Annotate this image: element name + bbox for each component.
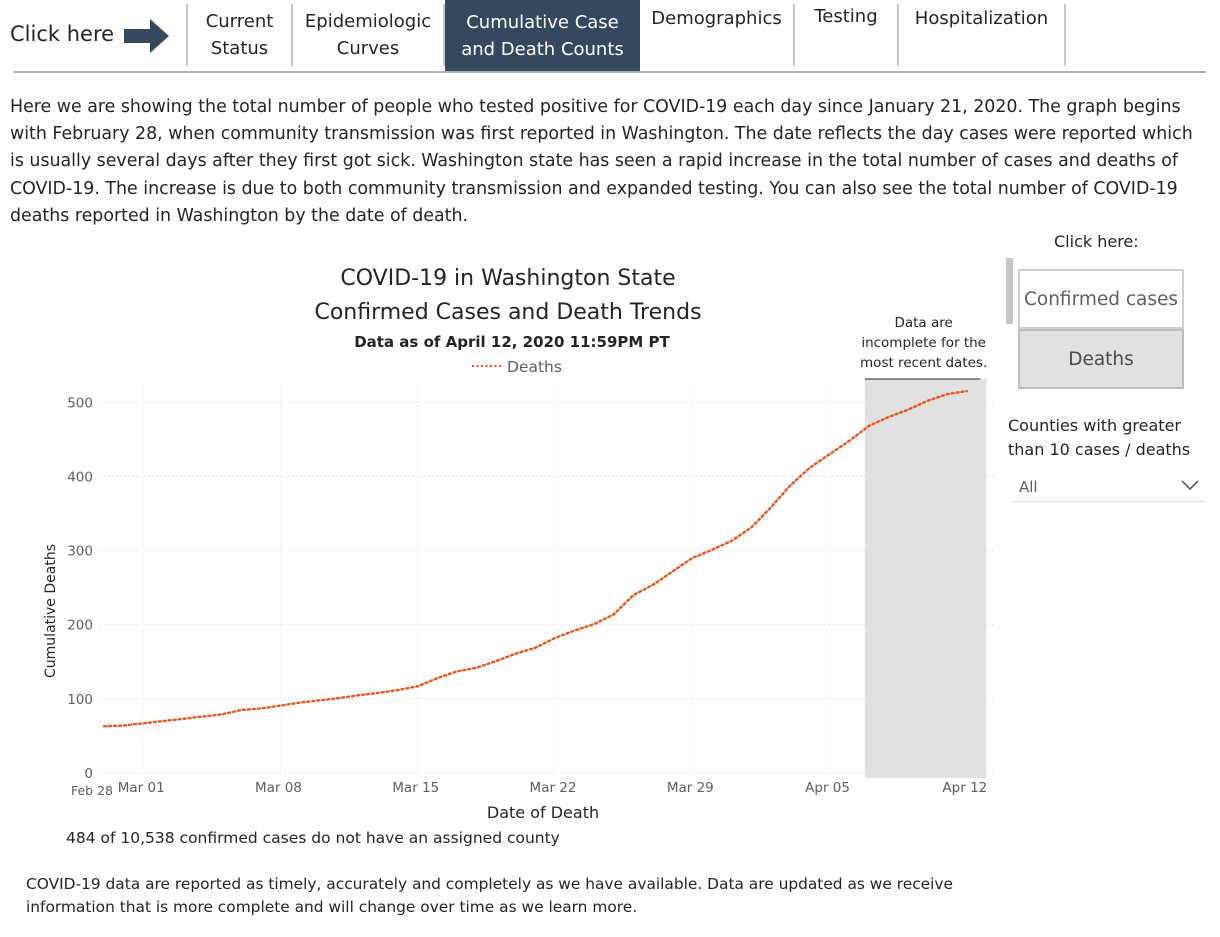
- intro-paragraph: Here we are showing the total number of …: [10, 97, 1193, 226]
- tab-label: Epidemiologic Curves: [304, 11, 432, 59]
- incomplete-region-note-line: incomplete for the: [861, 335, 986, 351]
- tab-label: Current Status: [205, 11, 274, 59]
- y-tick-label: 200: [67, 618, 93, 634]
- x-tick-label: Mar 08: [255, 780, 302, 796]
- county-select-value: All: [1019, 478, 1038, 496]
- unassigned-county-note: 484 of 10,538 confirmed cases do not hav…: [66, 829, 560, 847]
- scrollbar-thumb[interactable]: [1006, 258, 1013, 324]
- click-here-side-label: Click here:: [1054, 232, 1139, 251]
- plot-area: Data are incomplete for the most recent da…: [67, 315, 995, 798]
- x-tick-label: Mar 01: [118, 780, 165, 796]
- county-select[interactable]: All: [1013, 472, 1205, 502]
- tab-label: Hospitalization: [914, 7, 1049, 29]
- y-tick-label: 300: [67, 544, 93, 560]
- legend-deaths: Deaths: [507, 358, 562, 376]
- incomplete-region-note-line: most recent dates.: [860, 355, 987, 371]
- y-tick-label: 0: [84, 766, 93, 782]
- tab-label: Testing: [814, 5, 878, 27]
- tab-demographics[interactable]: Demographics: [640, 4, 795, 66]
- x-tick-label: Mar 15: [392, 780, 439, 796]
- chart-legend: Deaths: [472, 358, 562, 376]
- series-line-deaths: [102, 389, 968, 728]
- y-tick-label: 400: [67, 469, 93, 485]
- confirmed-cases-button[interactable]: Confirmed cases: [1018, 269, 1184, 329]
- y-tick-label: 100: [67, 692, 93, 708]
- incomplete-data-region: [864, 379, 987, 778]
- chart-subtitle: Confirmed Cases and Death Trends: [314, 300, 701, 325]
- tab-current-status[interactable]: Current Status: [186, 4, 293, 66]
- footer-disclaimer: COVID-19 data are reported as timely, ac…: [26, 875, 953, 916]
- tab-epidemiologic-curves[interactable]: Epidemiologic Curves: [293, 4, 445, 66]
- tab-cumulative-counts[interactable]: Cumulative Case and Death Counts: [445, 0, 640, 72]
- chart-title: COVID-19 in Washington State: [340, 266, 675, 291]
- tab-hospitalization[interactable]: Hospitalization: [899, 4, 1066, 66]
- x-tick-label: Mar 29: [667, 780, 714, 796]
- tab-label: Demographics: [651, 7, 782, 29]
- deaths-button[interactable]: Deaths: [1018, 329, 1184, 389]
- tab-label: Cumulative Case and Death Counts: [461, 12, 624, 60]
- x-axis-label: Date of Death: [487, 803, 599, 822]
- x-tick-label: Mar 22: [530, 780, 577, 796]
- deaths-chart: COVID-19 in Washington State Confirmed C…: [43, 266, 995, 822]
- click-here-label: Click here: [10, 22, 115, 46]
- y-tick-label: 500: [67, 395, 93, 411]
- y-axis-label: Cumulative Deaths: [43, 544, 59, 678]
- incomplete-region-note-line: Data are: [894, 315, 952, 331]
- chart-data-as-of: Data as of April 12, 2020 11:59PM PT: [354, 333, 670, 351]
- arrow-right-icon: [124, 18, 170, 58]
- counties-filter-label: Counties with greater than 10 cases / de…: [1008, 416, 1191, 459]
- x-tick-label: Apr 05: [805, 780, 850, 796]
- nav-divider: [14, 71, 1206, 73]
- x-tick-label: Feb 28: [71, 783, 113, 798]
- chevron-down-icon: [1181, 480, 1199, 491]
- x-tick-label: Apr 12: [942, 780, 987, 796]
- tab-testing[interactable]: Testing: [795, 4, 899, 66]
